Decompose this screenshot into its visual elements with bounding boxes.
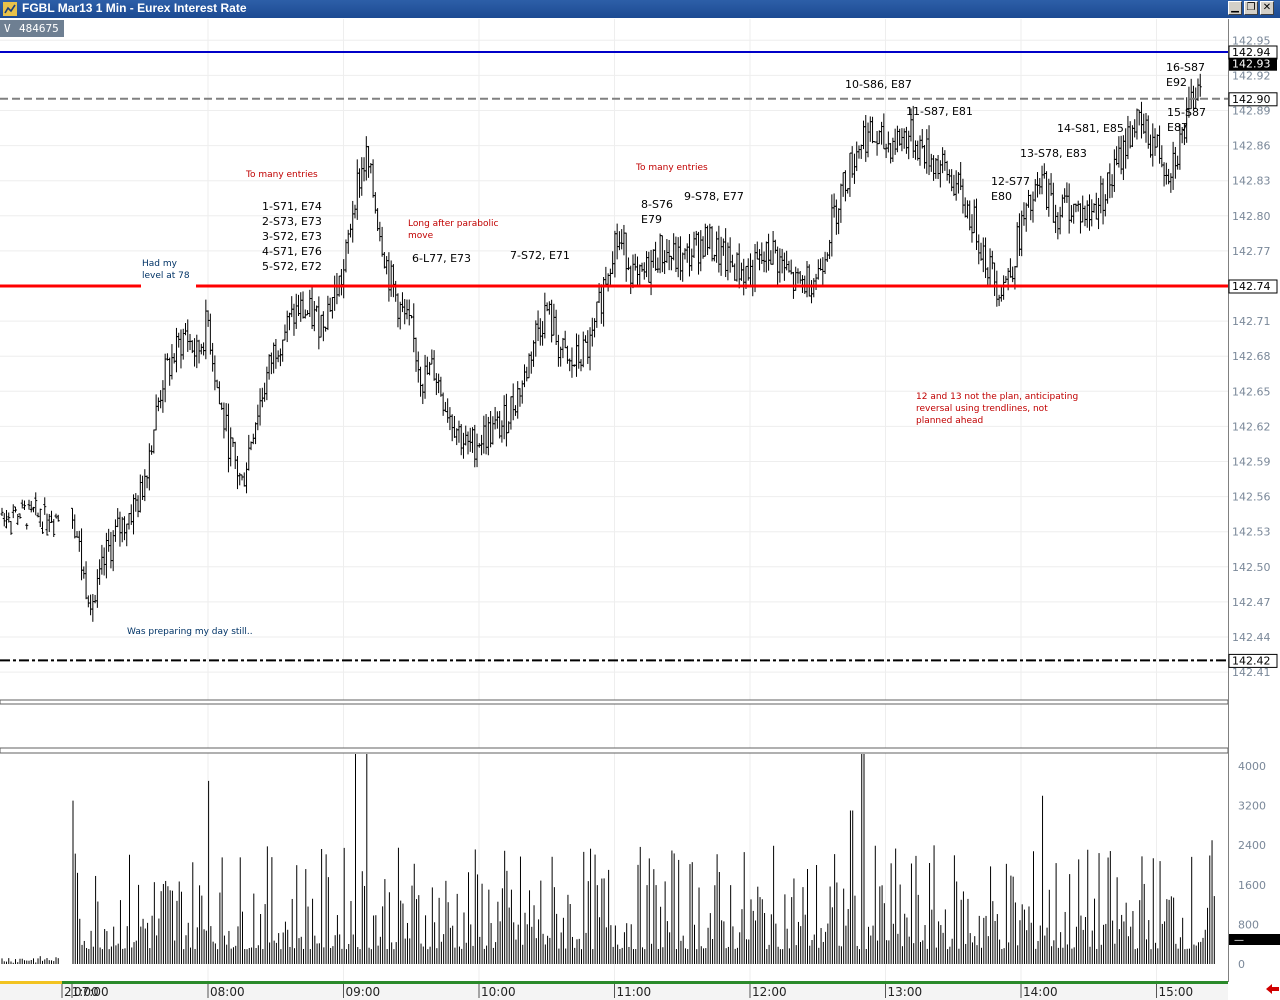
price-tick-label: 142.50 — [1232, 561, 1271, 574]
price-tick-label: 142.92 — [1232, 69, 1271, 82]
time-tick-label: 15:00 — [1159, 985, 1194, 999]
volume-tick-label: 4000 — [1238, 760, 1266, 773]
price-level-label: 142.90 — [1232, 93, 1271, 106]
chart-annotation: 13-S78, E83 — [1020, 147, 1087, 160]
volume-tick-label: 3200 — [1238, 800, 1266, 813]
price-level-label: 142.74 — [1232, 280, 1271, 293]
chart-annotation: E87 — [1167, 121, 1188, 134]
minimize-button[interactable]: ▁ — [1228, 1, 1242, 15]
minimize-icon: ▁ — [1231, 2, 1239, 13]
window-title: FGBL Mar13 1 Min - Eurex Interest Rate — [22, 1, 247, 15]
volume-tick-label: 800 — [1238, 918, 1259, 931]
chart-annotation: 16-S87 — [1166, 61, 1205, 74]
price-tick-label: 142.86 — [1232, 140, 1271, 153]
chart-annotation: Long after parabolic — [408, 219, 498, 229]
chart-annotation: 10-S86, E87 — [845, 78, 912, 91]
chart-annotation: 4-S71, E76 — [262, 245, 322, 258]
price-tick-label: 142.47 — [1232, 596, 1271, 609]
price-tick-label: 142.62 — [1232, 420, 1271, 433]
chart-app-icon — [3, 2, 17, 16]
chart-annotation: 2-S73, E73 — [262, 215, 322, 228]
price-tick-label: 142.71 — [1232, 315, 1271, 328]
price-tick-label: 142.95 — [1232, 34, 1271, 47]
chart-annotation: E79 — [641, 213, 662, 226]
chart-annotation: 8-S76 — [641, 198, 673, 211]
price-axis: 142.95 142.92 142.89 142.86 142.83 142.80 142.… — [1228, 34, 1280, 994]
price-tick-label: 142.68 — [1232, 350, 1271, 363]
price-tick-label: 142.56 — [1232, 491, 1271, 504]
chart-annotation: 15-S87 — [1167, 106, 1206, 119]
chart-annotation: Had my — [142, 259, 178, 269]
chart-annotation: 3-S72, E73 — [262, 230, 322, 243]
time-tick-label: 12:00 — [752, 985, 787, 999]
chart-annotation: 12 and 13 not the plan, anticipating — [916, 392, 1078, 402]
volume-value: 484675 — [19, 22, 59, 35]
last-volume-label: — — [1234, 935, 1244, 946]
last-price-label: 142.93 — [1232, 58, 1271, 71]
price-tick-label: 142.44 — [1232, 631, 1271, 644]
time-tick-label: 14:00 — [1023, 985, 1058, 999]
chart-annotation: move — [408, 231, 434, 241]
price-level-box — [1228, 92, 1278, 107]
chart-annotation: 12-S77 — [991, 175, 1030, 188]
chart-annotation: Was preparing my day still.. — [127, 627, 253, 637]
volume-bars — [1, 754, 1215, 964]
volume-tick-label: 2400 — [1238, 839, 1266, 852]
time-tick-label: 13:00 — [888, 985, 923, 999]
price-tick-label: 142.41 — [1232, 666, 1271, 679]
price-tick-label: 142.65 — [1232, 385, 1271, 398]
chart-annotation: To many entries — [245, 170, 318, 180]
price-tick-label: 142.59 — [1232, 456, 1271, 469]
chart-annotation: 1-S71, E74 — [262, 200, 322, 213]
volume-readout: V 484675 — [0, 20, 64, 37]
time-tick-label: 08:00 — [210, 985, 245, 999]
price-level-label: 142.42 — [1232, 654, 1271, 667]
scroll-arrow-icon[interactable] — [1266, 984, 1279, 994]
chart-annotation: level at 78 — [142, 271, 190, 281]
last-price-box — [1229, 57, 1277, 71]
chart-annotation: To many entries — [635, 163, 708, 173]
time-tick-label: 10:00 — [481, 985, 516, 999]
chart-annotation: reversal using trendlines, not — [916, 404, 1048, 414]
restore-button[interactable]: ❐ — [1244, 1, 1258, 15]
time-tick-label: 21:00 — [64, 985, 99, 999]
annotations: To many entries 1-S71, E74 2-S73, E73 3-S72… — [127, 61, 1206, 637]
price-tick-label: 142.83 — [1232, 175, 1271, 188]
price-tick-label: 142.89 — [1232, 105, 1271, 118]
panel-divider — [0, 699, 1229, 705]
price-tick-label: 142.80 — [1232, 210, 1271, 223]
close-icon: ✕ — [1262, 2, 1272, 13]
chart-grid — [0, 19, 1229, 982]
volume-letter: V — [4, 22, 11, 35]
close-button[interactable]: ✕ — [1260, 1, 1274, 15]
chart-annotation: 9-S78, E77 — [684, 190, 744, 203]
chart-annotation: 6-L77, E73 — [412, 252, 471, 265]
price-tick-label: 142.53 — [1232, 526, 1271, 539]
price-tick-label: 142.77 — [1232, 245, 1271, 258]
volume-tick-label: 0 — [1238, 958, 1245, 971]
time-tick-label: 09:00 — [346, 985, 381, 999]
price-level-label: 142.94 — [1232, 46, 1271, 59]
chart-annotation: 7-S72, E71 — [510, 249, 570, 262]
panel-divider — [0, 747, 1229, 754]
chart-annotation: planned ahead — [916, 416, 983, 426]
window-titlebar[interactable]: FGBL Mar13 1 Min - Eurex Interest Rate ▁… — [0, 0, 1280, 18]
chart-annotation: E92 — [1166, 76, 1187, 89]
chart-annotation: 11-S87, E81 — [906, 105, 973, 118]
chart-annotation: E80 — [991, 190, 1012, 203]
price-level-box — [1228, 279, 1278, 294]
time-tick-label: 07:00 — [74, 985, 109, 999]
time-tick-label: 11:00 — [617, 985, 652, 999]
volume-tick-label: 1600 — [1238, 879, 1266, 892]
chart-annotation: 14-S81, E85 — [1057, 122, 1124, 135]
price-levels — [0, 51, 1228, 662]
last-volume-box — [1229, 934, 1280, 945]
restore-icon: ❐ — [1246, 2, 1256, 13]
chart-annotation: 5-S72, E72 — [262, 260, 322, 273]
price-bars — [0, 73, 1202, 622]
price-level-box — [1228, 653, 1278, 668]
